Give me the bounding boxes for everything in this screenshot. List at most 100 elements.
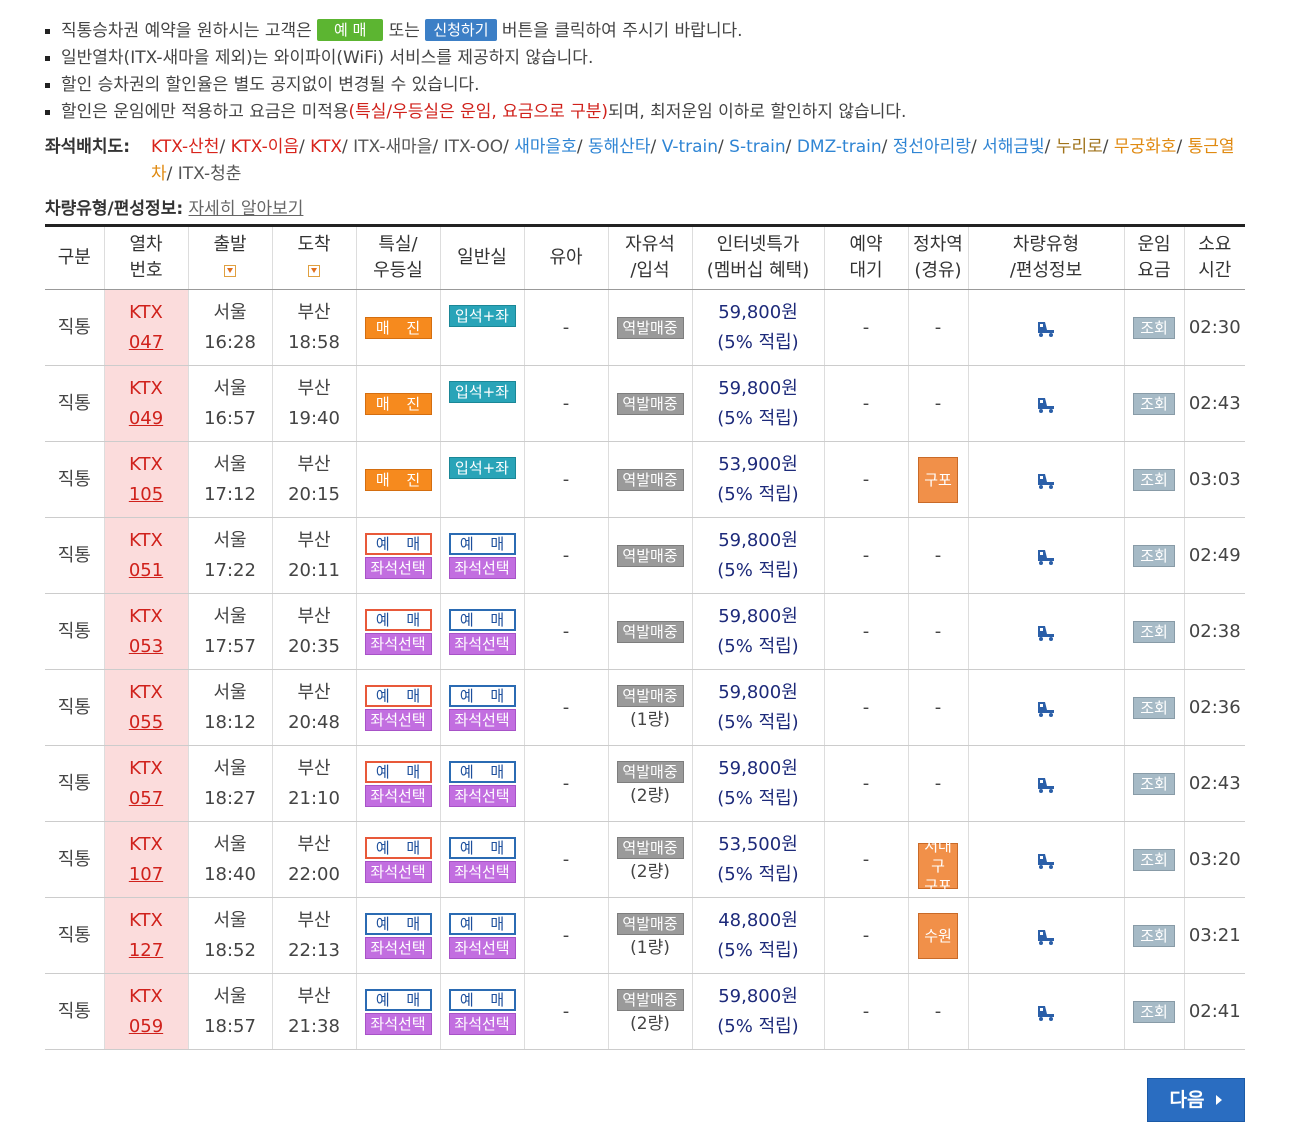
stop-station-badge[interactable]: 수원 <box>918 912 958 959</box>
seat-select-button[interactable]: 좌석선택 <box>364 1012 432 1035</box>
seat-map-link[interactable]: 새마을호 <box>514 137 577 157</box>
reserve-button[interactable]: 예 매 <box>448 912 516 935</box>
link-separator: / <box>342 137 354 157</box>
train-number-link[interactable]: 053 <box>128 635 164 657</box>
train-number-link[interactable]: 047 <box>128 331 164 353</box>
seat-map-link[interactable]: 무궁화호 <box>1113 137 1177 157</box>
arrive-station: 부산 <box>297 605 331 627</box>
header-arrive: 도착 <box>271 225 356 290</box>
fare-view-button[interactable]: 조회 <box>1133 696 1175 719</box>
fare-view-button[interactable]: 조회 <box>1133 1000 1175 1023</box>
train-number-link[interactable]: 049 <box>128 407 164 429</box>
reserve-button[interactable]: 예 매 <box>364 684 432 707</box>
standing-seat-button[interactable]: 입석+좌석 <box>448 305 516 345</box>
reserve-button[interactable]: 예 매 <box>364 912 432 935</box>
seat-select-button[interactable]: 좌석선택 <box>364 936 432 959</box>
reserve-button[interactable]: 예 매 <box>448 836 516 859</box>
fare-view-button[interactable]: 조회 <box>1133 620 1175 643</box>
vehicle-info-link[interactable]: 자세히 알아보기 <box>188 199 304 219</box>
train-number-link[interactable]: 127 <box>128 939 164 961</box>
seat-select-button[interactable]: 좌석선택 <box>448 632 516 655</box>
seat-map-link[interactable]: KTX-이음 <box>230 137 300 157</box>
cell-type: 직통 <box>45 669 104 746</box>
cell-vehicle-type[interactable] <box>967 897 1124 974</box>
seat-select-button[interactable]: 좌석선택 <box>448 860 516 883</box>
seat-select-button[interactable]: 좌석선택 <box>448 936 516 959</box>
reserve-button[interactable]: 예 매 <box>364 988 432 1011</box>
sort-down-icon[interactable] <box>308 265 320 277</box>
reserve-button[interactable]: 예 매 <box>448 988 516 1011</box>
fare-view-button[interactable]: 조회 <box>1133 772 1175 795</box>
train-number-link[interactable]: 105 <box>128 483 164 505</box>
fare-view-button[interactable]: 조회 <box>1133 468 1175 491</box>
reserve-button[interactable]: 예 매 <box>448 608 516 631</box>
internet-price: 59,800원 <box>718 985 798 1007</box>
seat-map-link[interactable]: DMZ-train <box>796 137 882 157</box>
cell-vehicle-type[interactable] <box>967 973 1124 1050</box>
cell-vehicle-type[interactable] <box>967 821 1124 898</box>
fare-view-button[interactable]: 조회 <box>1133 316 1175 339</box>
cell-vehicle-type[interactable] <box>967 517 1124 594</box>
special-actions: 예 매 좌석선택 <box>357 532 440 580</box>
standing-seat-button[interactable]: 입석+좌석 <box>448 457 516 497</box>
depart-station: 서울 <box>213 909 247 931</box>
seat-map-link[interactable]: 누리로 <box>1055 137 1103 157</box>
seat-select-button[interactable]: 좌석선택 <box>364 632 432 655</box>
seat-map-link[interactable]: 정선아리랑 <box>892 137 971 157</box>
reserve-button[interactable]: 예 매 <box>448 760 516 783</box>
cell-waitlist: - <box>823 669 908 746</box>
seat-select-button[interactable]: 좌석선택 <box>364 556 432 579</box>
cell-vehicle-type[interactable] <box>967 365 1124 442</box>
seat-select-button[interactable]: 좌석선택 <box>364 708 432 731</box>
reserve-button[interactable]: 예 매 <box>364 760 432 783</box>
seat-select-button[interactable]: 좌석선택 <box>448 556 516 579</box>
seat-select-button[interactable]: 좌석선택 <box>448 784 516 807</box>
station-sale-badge: 역발매중 <box>616 988 684 1011</box>
seat-map-link[interactable]: 통근열차 <box>151 137 1235 184</box>
seat-map-link[interactable]: 동해산타 <box>587 137 651 157</box>
train-icon <box>1038 625 1054 641</box>
fare-view-button[interactable]: 조회 <box>1133 392 1175 415</box>
train-number-link[interactable]: 107 <box>128 863 164 885</box>
seat-map-link[interactable]: ITX-OO <box>443 137 504 157</box>
seat-select-button[interactable]: 좌석선택 <box>364 784 432 807</box>
reserve-button[interactable]: 예 매 <box>448 532 516 555</box>
seat-map-link[interactable]: S-train <box>729 137 786 157</box>
general-actions: 예 매 좌석선택 <box>441 988 524 1036</box>
standing-seat-button[interactable]: 입석+좌석 <box>448 381 516 421</box>
fare-view-button[interactable]: 조회 <box>1133 848 1175 871</box>
train-number-link[interactable]: 055 <box>128 711 164 733</box>
seat-map-link[interactable]: KTX-산천 <box>151 137 220 157</box>
stop-station-badge[interactable]: 구포 <box>918 456 958 503</box>
seat-select-button[interactable]: 좌석선택 <box>448 708 516 731</box>
train-number-link[interactable]: 057 <box>128 787 164 809</box>
fare-view-button[interactable]: 조회 <box>1133 544 1175 567</box>
cell-vehicle-type[interactable] <box>967 745 1124 822</box>
cell-vehicle-type[interactable] <box>967 441 1124 518</box>
seat-map-link[interactable]: ITX-청춘 <box>177 164 242 184</box>
cell-vehicle-type[interactable] <box>967 593 1124 670</box>
cell-special: 매 진 <box>355 289 440 366</box>
cell-internet-fare: 59,800원 (5% 적립) <box>691 517 824 594</box>
seat-map-link[interactable]: V-train <box>661 137 719 157</box>
sort-down-icon[interactable] <box>224 265 236 277</box>
next-page-button[interactable]: 다음 <box>1147 1078 1245 1122</box>
reserve-button[interactable]: 예 매 <box>364 608 432 631</box>
seat-map-link[interactable]: 서해금빛 <box>982 137 1045 157</box>
special-actions: 예 매 좌석선택 <box>357 608 440 656</box>
cell-vehicle-type[interactable] <box>967 289 1124 366</box>
train-icon <box>1038 473 1054 489</box>
cell-free-seat: 역발매중 (2량) <box>607 973 692 1050</box>
seat-map-link[interactable]: KTX <box>310 137 343 157</box>
train-number-link[interactable]: 059 <box>128 1015 164 1037</box>
reserve-button[interactable]: 예 매 <box>364 532 432 555</box>
stop-station-badge[interactable]: 서대구 구포 <box>918 837 958 895</box>
train-number-link[interactable]: 051 <box>128 559 164 581</box>
reserve-button[interactable]: 예 매 <box>364 836 432 859</box>
seat-map-link[interactable]: ITX-새마을 <box>353 137 433 157</box>
seat-select-button[interactable]: 좌석선택 <box>448 1012 516 1035</box>
seat-select-button[interactable]: 좌석선택 <box>364 860 432 883</box>
fare-view-button[interactable]: 조회 <box>1133 924 1175 947</box>
reserve-button[interactable]: 예 매 <box>448 684 516 707</box>
cell-vehicle-type[interactable] <box>967 669 1124 746</box>
